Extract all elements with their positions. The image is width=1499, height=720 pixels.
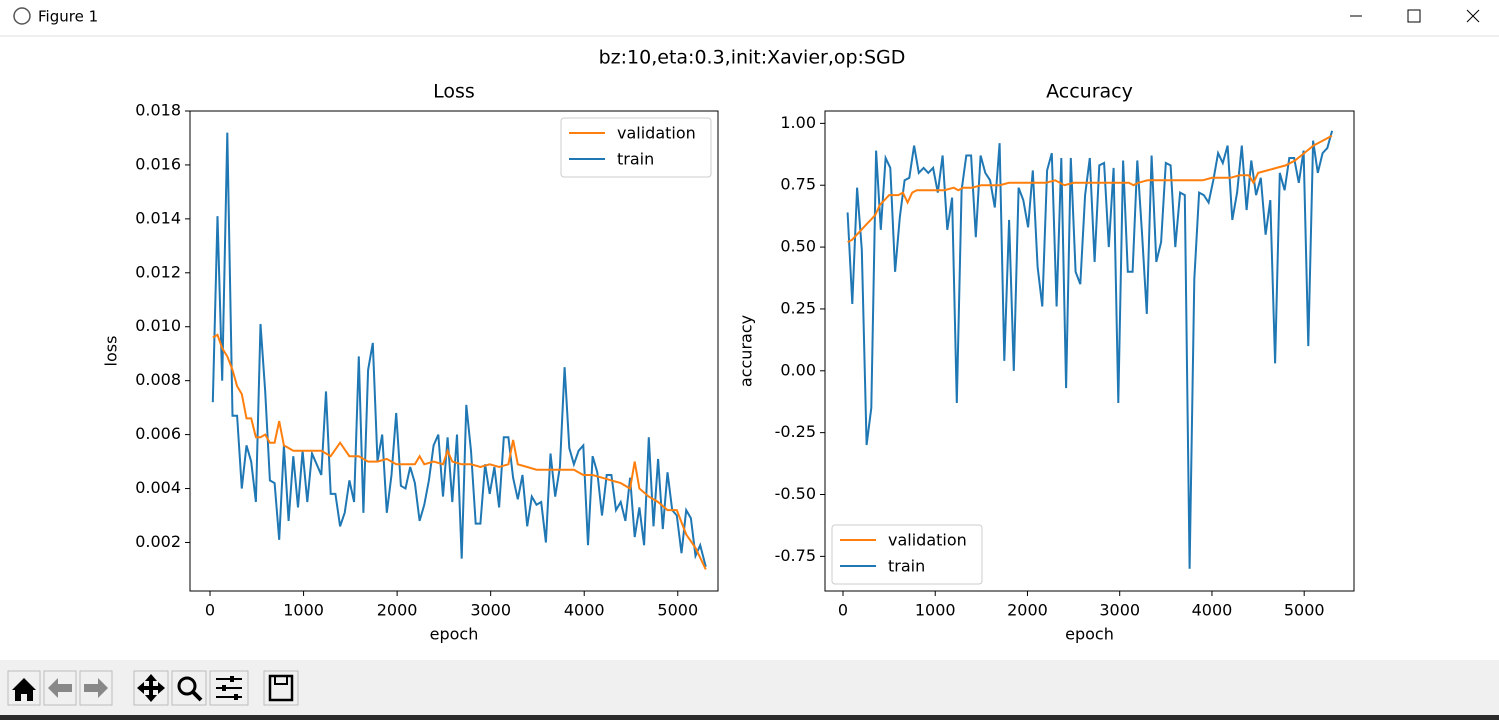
y-tick-label: 0.016: [135, 154, 181, 173]
y-tick-label: 0.012: [135, 262, 181, 281]
y-tick-label: 0.010: [135, 316, 181, 335]
legend-label: validation: [888, 531, 967, 550]
x-tick-label: 3000: [1099, 601, 1140, 620]
legend-label: train: [617, 150, 654, 169]
y-tick-label: 0.75: [780, 175, 816, 194]
y-tick-label: -0.25: [775, 422, 816, 441]
x-tick-label: 2000: [377, 601, 418, 620]
x-tick-label: 1000: [915, 601, 956, 620]
configure-button[interactable]: [209, 670, 249, 706]
forward-button[interactable]: [79, 670, 113, 706]
plot: Loss epoch loss 0 1000 2000 3000 4000 5000 0.002 0…: [102, 81, 719, 644]
y-tick-label: 0.018: [135, 101, 181, 120]
line-series: [211, 132, 707, 567]
y-tick-label: 0.008: [135, 370, 181, 389]
y-axis-label: loss: [102, 336, 121, 367]
suptitle: bz:10,eta:0.3,init:Xavier,op:SGD: [599, 47, 906, 69]
x-tick-label: 3000: [470, 601, 511, 620]
y-tick-label: -0.75: [775, 546, 816, 565]
close-button[interactable]: [1466, 9, 1480, 23]
taskbar-edge: [0, 715, 1499, 720]
x-tick-label: 4000: [564, 601, 605, 620]
x-tick-label: 5000: [1284, 601, 1325, 620]
x-tick-label: 1000: [283, 601, 324, 620]
x-tick-label: 0: [838, 601, 848, 620]
zoom-button[interactable]: [171, 670, 207, 706]
y-tick-label: -0.50: [775, 484, 816, 503]
app-icon: [13, 7, 31, 25]
line-series: [212, 333, 707, 570]
y-tick-label: 0.50: [780, 237, 816, 256]
x-axis-label: epoch: [430, 625, 479, 644]
x-tick-label: 2000: [1007, 601, 1048, 620]
plot-title: Accuracy: [1046, 81, 1133, 103]
line-series: [846, 130, 1334, 569]
x-tick-label: 0: [205, 601, 215, 620]
axes-frame: [189, 110, 719, 592]
maximize-button[interactable]: [1407, 9, 1421, 23]
legend-label: validation: [617, 124, 696, 143]
axes-frame: [824, 110, 1355, 592]
y-axis-label: accuracy: [737, 315, 756, 387]
x-tick-label: 4000: [1192, 601, 1233, 620]
save-button[interactable]: [263, 670, 299, 706]
line-series: [847, 134, 1333, 243]
x-axis-label: epoch: [1065, 625, 1114, 644]
pan-button[interactable]: [133, 670, 169, 706]
window-title: Figure 1: [38, 8, 98, 26]
plot-title: Loss: [433, 81, 475, 103]
y-tick-label: 0.25: [780, 298, 816, 317]
y-tick-label: 1.00: [780, 113, 816, 132]
title-bar: [0, 0, 1499, 36]
y-tick-label: 0.006: [135, 424, 181, 443]
toolbar: [0, 660, 1499, 715]
y-tick-label: 0.014: [135, 208, 181, 227]
y-tick-label: 0.00: [780, 360, 816, 379]
plot: Accuracy epoch accuracy 0 1000 2000 3000 4000 50…: [737, 81, 1355, 644]
back-button[interactable]: [43, 670, 77, 706]
legend-label: train: [888, 557, 925, 576]
y-tick-label: 0.004: [135, 478, 181, 497]
x-tick-label: 5000: [657, 601, 698, 620]
home-button[interactable]: [7, 670, 41, 706]
y-tick-label: 0.002: [135, 532, 181, 551]
